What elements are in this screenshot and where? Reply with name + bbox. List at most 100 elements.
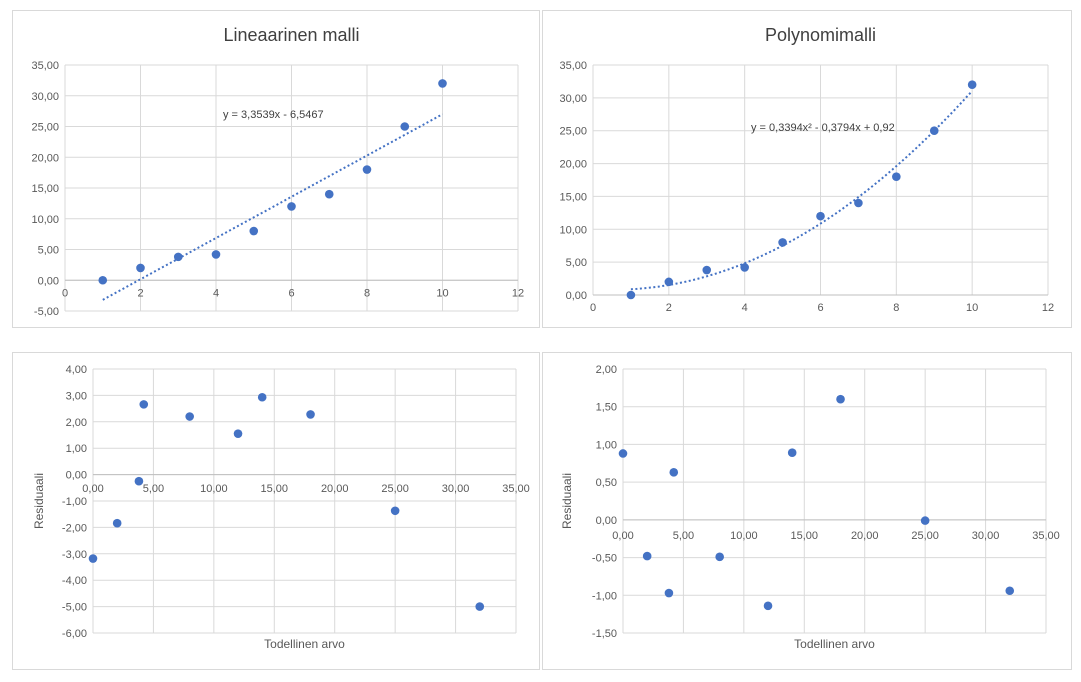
data-point bbox=[763, 601, 773, 611]
data-point bbox=[211, 250, 221, 259]
data-point bbox=[390, 506, 400, 516]
trendline-equation: y = 0,3394x² - 0,3794x + 0,92 bbox=[751, 122, 895, 134]
y-tick-label: -6,00 bbox=[62, 628, 87, 640]
x-tick-label: 2 bbox=[137, 287, 143, 299]
x-tick-label: 12 bbox=[1042, 302, 1054, 314]
x-tick-label: 4 bbox=[213, 287, 219, 299]
data-point bbox=[136, 263, 145, 273]
data-point bbox=[715, 552, 724, 562]
y-tick-label: 25,00 bbox=[31, 122, 59, 134]
x-axis-title: Todellinen arvo bbox=[794, 637, 875, 651]
x-tick-label: 6 bbox=[288, 287, 294, 299]
data-point bbox=[778, 238, 787, 247]
x-tick-label: 30,00 bbox=[442, 483, 470, 495]
data-point bbox=[438, 79, 447, 88]
y-tick-label: 20,00 bbox=[559, 159, 587, 171]
x-tick-label: 8 bbox=[364, 287, 370, 299]
y-tick-label: 4,00 bbox=[66, 364, 87, 376]
data-point bbox=[287, 202, 296, 211]
x-tick-label: 0 bbox=[62, 287, 68, 299]
y-tick-label: -1,50 bbox=[592, 628, 617, 640]
y-tick-label: -4,00 bbox=[62, 575, 87, 587]
x-tick-label: 10 bbox=[436, 287, 448, 299]
x-tick-label: 0,00 bbox=[82, 483, 103, 495]
y-tick-label: 5,00 bbox=[38, 245, 59, 257]
data-point bbox=[362, 165, 372, 174]
y-tick-label: 0,00 bbox=[596, 515, 617, 527]
data-point bbox=[702, 265, 712, 275]
x-tick-label: 0,00 bbox=[612, 530, 633, 542]
polynomial-model-plot: Polynomimalli 0,00 5,00 10,00 15,00 20,00 25,0… bbox=[559, 25, 1054, 314]
data-point bbox=[98, 275, 108, 285]
data-point bbox=[664, 588, 674, 598]
y-tick-label: -5,00 bbox=[34, 306, 59, 318]
y-tick-label: -3,00 bbox=[62, 549, 87, 561]
x-tick-label: 4 bbox=[742, 302, 748, 314]
x-tick-label: 15,00 bbox=[261, 483, 289, 495]
x-tick-label: 30,00 bbox=[972, 530, 1000, 542]
y-axis-title: Residuaali bbox=[560, 473, 574, 529]
y-tick-label: 10,00 bbox=[559, 224, 587, 236]
data-point bbox=[112, 518, 122, 528]
y-tick-label: 1,00 bbox=[66, 443, 87, 455]
data-point bbox=[88, 554, 98, 563]
y-tick-label: -2,00 bbox=[62, 522, 87, 534]
data-point bbox=[306, 410, 315, 419]
y-tick-label: 0,00 bbox=[66, 470, 87, 482]
y-tick-label: 0,50 bbox=[596, 477, 617, 489]
y-tick-label: 1,00 bbox=[596, 439, 617, 451]
data-point bbox=[185, 412, 194, 421]
data-point bbox=[249, 226, 259, 236]
data-point bbox=[626, 290, 636, 300]
x-tick-label: 10 bbox=[966, 302, 978, 314]
x-tick-label: 15,00 bbox=[791, 530, 819, 542]
x-tick-label: 20,00 bbox=[851, 530, 879, 542]
y-tick-label: 2,00 bbox=[66, 417, 87, 429]
x-tick-label: 35,00 bbox=[502, 483, 530, 495]
y-tick-label: -1,00 bbox=[62, 496, 87, 508]
trendline bbox=[102, 113, 443, 301]
data-point bbox=[920, 516, 930, 525]
x-tick-label: 6 bbox=[817, 302, 823, 314]
y-tick-label: 35,00 bbox=[31, 60, 59, 72]
data-point bbox=[475, 602, 485, 611]
data-point bbox=[664, 277, 674, 287]
data-point bbox=[967, 80, 977, 90]
y-tick-label: 5,00 bbox=[566, 257, 587, 269]
data-point bbox=[257, 392, 267, 402]
x-tick-label: 25,00 bbox=[381, 483, 409, 495]
data-point bbox=[740, 263, 749, 272]
y-tick-label: 15,00 bbox=[559, 191, 587, 203]
data-point bbox=[929, 126, 939, 136]
data-point bbox=[836, 394, 845, 404]
x-tick-label: 35,00 bbox=[1032, 530, 1060, 542]
data-point bbox=[324, 189, 334, 199]
data-point bbox=[854, 198, 863, 208]
y-tick-label: 0,00 bbox=[566, 290, 587, 302]
x-tick-label: 8 bbox=[893, 302, 899, 314]
x-tick-label: 10,00 bbox=[200, 483, 228, 495]
data-point bbox=[816, 211, 825, 221]
x-tick-label: 0 bbox=[590, 302, 596, 314]
data-point bbox=[400, 122, 410, 131]
y-tick-label: -0,50 bbox=[592, 553, 617, 565]
linear-residual-plot: -6,00-5,00-4,00-3,00-2,00-1,000,001,002,… bbox=[32, 364, 530, 651]
data-point bbox=[892, 172, 901, 182]
y-tick-label: 30,00 bbox=[31, 91, 59, 103]
y-tick-label: 10,00 bbox=[31, 214, 59, 226]
chart-title: Lineaarinen malli bbox=[223, 25, 359, 45]
x-tick-label: 12 bbox=[512, 287, 524, 299]
y-tick-label: 30,00 bbox=[559, 93, 587, 105]
linear-model-plot: Lineaarinen malli -5,00 0,00 5,00 10,00 15,00… bbox=[31, 25, 524, 318]
data-point bbox=[134, 476, 144, 486]
data-point bbox=[642, 551, 652, 561]
x-tick-label: 20,00 bbox=[321, 483, 349, 495]
data-point bbox=[139, 400, 149, 409]
y-tick-label: -5,00 bbox=[62, 602, 87, 614]
linear-model-chart: Lineaarinen malli -5,00 0,00 5,00 10,00 15,00… bbox=[12, 10, 540, 328]
linear-residual-chart: -6,00 -5,00 -4,00 -3,00 -2,00 -1,00 0,00 1,00 2,… bbox=[12, 352, 540, 670]
polynomial-residual-plot: -1,50 -1,00 -0,50 0,00 0,50 1,00 1,50 2,00 0,00 5… bbox=[560, 364, 1060, 651]
x-tick-label: 2 bbox=[666, 302, 672, 314]
polynomial-residual-chart: -1,50 -1,00 -0,50 0,00 0,50 1,00 1,50 2,00 0,00 5… bbox=[542, 352, 1072, 670]
x-tick-label: 10,00 bbox=[730, 530, 758, 542]
